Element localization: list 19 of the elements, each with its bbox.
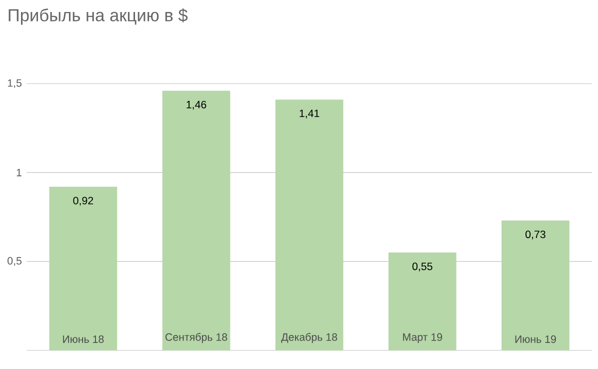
bar <box>49 186 118 350</box>
bar <box>162 90 230 350</box>
data-label: 1,41 <box>300 110 320 118</box>
x-tick-label: Декабрь 18 <box>281 332 338 343</box>
data-label: 0,73 <box>526 230 546 240</box>
bar <box>275 100 344 350</box>
x-tick-label: Июнь 18 <box>63 335 104 343</box>
data-label: 0,55 <box>412 262 432 272</box>
chart-title: Прибыль на акцию в $ <box>8 8 188 25</box>
y-tick-label: 0,5 <box>8 257 22 266</box>
data-label: 1,46 <box>186 100 206 110</box>
x-tick-label: Сентябрь 18 <box>166 332 228 343</box>
bar <box>502 220 570 350</box>
x-tick-label: Июнь 19 <box>515 335 556 343</box>
x-tick-label: Март 19 <box>403 333 442 343</box>
bar <box>388 252 456 350</box>
data-label: 0,92 <box>73 196 94 206</box>
y-tick-label: 1,5 <box>8 79 22 88</box>
y-tick-label: 1 <box>16 168 22 176</box>
